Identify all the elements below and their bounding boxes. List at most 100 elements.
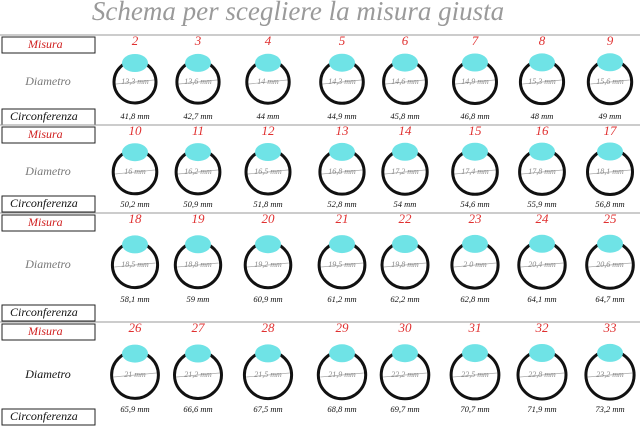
circumference: 44,9 mm (327, 111, 356, 121)
diameter: 21 mm (124, 370, 146, 379)
diameter-line (453, 262, 497, 268)
size-number: 16 (536, 123, 550, 138)
diameter-line (115, 169, 155, 175)
circumference: 67,5 mm (253, 404, 282, 414)
size-number: 14 (399, 123, 413, 138)
diameter: 21,9 mm (328, 370, 356, 379)
size-number: 10 (129, 123, 143, 138)
size-number: 6 (402, 33, 409, 48)
gem (255, 143, 281, 161)
gem (185, 53, 211, 72)
circumference: 46,8 mm (460, 111, 489, 121)
circumference: 69,7 mm (390, 404, 419, 414)
diameter: 18,8 mm (184, 260, 212, 269)
size-number: 32 (535, 320, 550, 335)
diameter-line (178, 169, 218, 175)
diameter-line (320, 372, 364, 378)
gem (462, 142, 488, 161)
diameter: 15,3 mm (528, 77, 556, 86)
diameter: 21,5 mm (254, 370, 282, 379)
diameter-line (589, 169, 631, 175)
size-number: 11 (192, 123, 204, 138)
diameter: 15,6 mm (596, 77, 624, 86)
diameter-line (114, 262, 156, 268)
circumference: 56,8 mm (595, 199, 624, 209)
diameter-line (522, 79, 562, 85)
diameter-line (590, 79, 630, 85)
gem (529, 344, 555, 362)
diameter: 17,2 mm (391, 167, 419, 176)
size-number: 19 (192, 211, 206, 226)
diameter: 16 mm (124, 167, 146, 176)
diameter: 13,3 mm (121, 77, 149, 86)
size-number: 12 (262, 123, 276, 138)
size-number: 13 (336, 123, 350, 138)
label-box (1, 323, 96, 341)
diameter-line (321, 169, 363, 175)
diameter: 13,6 mm (184, 77, 212, 86)
diameter-line (383, 262, 427, 268)
size-number: 2 (132, 33, 139, 48)
diameter: 22,5 mm (461, 370, 489, 379)
diameter-line (321, 262, 363, 268)
diameter-line (520, 262, 564, 268)
diameter-line (178, 79, 218, 85)
gem (185, 235, 211, 254)
circonferenza-label: Circonferenza (10, 109, 78, 123)
size-number: 25 (604, 211, 618, 226)
diameter-line (115, 79, 155, 85)
diameter: 18,5 mm (121, 260, 149, 269)
circumference: 52,8 mm (327, 199, 356, 209)
diameter: 19,2 mm (254, 260, 282, 269)
gem (122, 344, 148, 363)
size-number: 4 (265, 33, 272, 48)
circumference: 42,7 mm (183, 111, 212, 121)
misura-label: Misura (27, 215, 63, 229)
diametro-label: Diametro (24, 74, 71, 88)
circumference: 65,9 mm (120, 404, 149, 414)
circumference: 60,9 mm (253, 294, 282, 304)
size-number: 26 (129, 320, 143, 335)
diameter: 19,5 mm (328, 260, 356, 269)
size-number: 29 (336, 320, 350, 335)
circumference: 58,1 mm (120, 294, 149, 304)
gem (529, 53, 555, 72)
size-number: 17 (604, 123, 618, 138)
size-number: 5 (339, 33, 346, 48)
size-number: 8 (539, 33, 546, 48)
label-box (1, 195, 96, 213)
diameter-line (587, 372, 633, 378)
diameter-line (588, 262, 632, 268)
diameter-line (454, 169, 496, 175)
diameter-line (246, 372, 290, 378)
diameter: 14,9 mm (461, 77, 489, 86)
circumference: 68,8 mm (327, 404, 356, 414)
gem (462, 344, 488, 363)
size-number: 7 (472, 33, 479, 48)
gem (122, 143, 148, 162)
label-box (1, 214, 96, 232)
size-number: 22 (399, 211, 413, 226)
gem (255, 235, 281, 254)
diameter-line (385, 79, 425, 85)
circumference: 45,8 mm (390, 111, 419, 121)
gem (392, 142, 418, 161)
diameter-line (521, 169, 563, 175)
diameter: 16,2 mm (184, 167, 212, 176)
circonferenza-label: Circonferenza (10, 305, 78, 319)
diameter: 20,6 mm (596, 260, 624, 269)
gem (392, 235, 418, 253)
gem (122, 54, 148, 72)
size-number: 15 (469, 123, 483, 138)
circumference: 55,9 mm (527, 199, 556, 209)
size-number: 28 (262, 320, 276, 335)
diametro-label: Diametro (24, 164, 71, 178)
size-number: 24 (536, 211, 550, 226)
diameter-line (384, 169, 426, 175)
diameter-line (519, 372, 565, 378)
diameter: 17,8 mm (528, 167, 556, 176)
diameter: 19,8 mm (391, 260, 419, 269)
misura-label: Misura (27, 37, 63, 51)
gem (329, 344, 355, 363)
